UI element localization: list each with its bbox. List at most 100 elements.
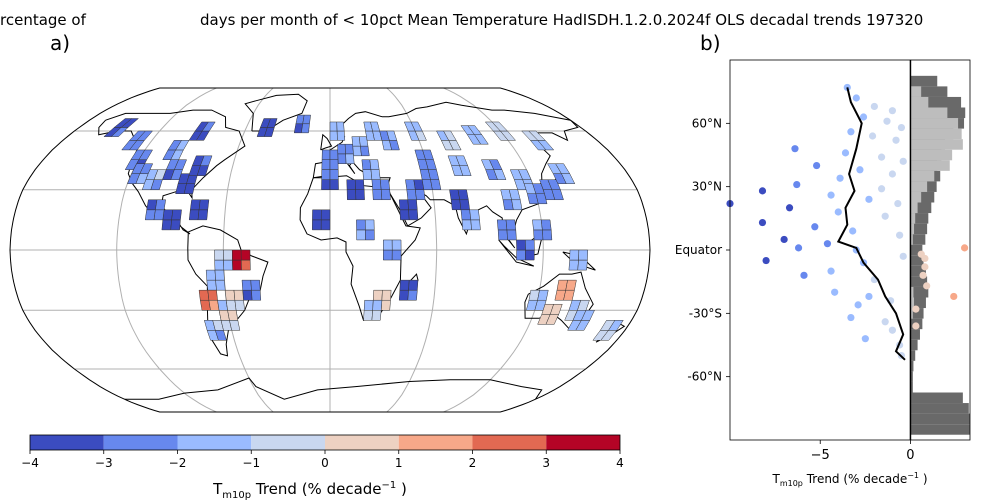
latitude-histogram-bar <box>910 392 963 404</box>
scatter-point <box>950 292 958 301</box>
map-trend-cell <box>371 179 382 190</box>
scatter-point <box>919 271 927 279</box>
observation-histogram-bar <box>910 160 950 171</box>
scatter-point <box>813 161 821 170</box>
map-trend-cell <box>321 159 331 170</box>
latitude-histogram-bar <box>910 360 914 372</box>
colorbar-tick-label: −1 <box>242 456 260 470</box>
map-trend-cell <box>223 259 233 271</box>
scatter-point <box>899 252 907 260</box>
map-trend-cell <box>508 189 521 201</box>
observation-histogram-bar <box>910 128 962 140</box>
latitude-histogram-bar <box>910 424 970 435</box>
colorbar-tick-label: 1 <box>395 456 403 470</box>
map-trend-cell <box>443 130 457 141</box>
map-trend-cell <box>139 163 154 174</box>
map-trend-cell <box>470 219 481 231</box>
map-trend-cell <box>457 189 469 201</box>
map-trend-cell <box>214 269 225 281</box>
scatter-point <box>917 250 925 258</box>
scatter-point <box>758 218 767 227</box>
scatter-point <box>847 128 855 136</box>
map-trend-cell <box>214 249 224 261</box>
map-trend-cell <box>371 310 382 321</box>
scatter-point <box>762 256 770 265</box>
map-trend-cell <box>242 289 253 301</box>
map-trend-cell <box>200 155 213 166</box>
map-trend-cell <box>234 299 245 311</box>
map-trend-cell <box>408 209 419 221</box>
scatter-point <box>811 223 819 231</box>
latitude-histogram-bar <box>910 276 928 287</box>
scatter-point <box>861 335 869 343</box>
map-trend-cell <box>364 219 375 231</box>
colorbar-swatch <box>177 435 252 450</box>
map-trend-cell <box>380 299 391 311</box>
map-trend-cell <box>198 289 210 301</box>
map-trend-cell <box>206 279 217 291</box>
map-trend-cell <box>329 130 338 141</box>
map-trend-cell <box>577 259 588 271</box>
scatter-point <box>800 271 808 279</box>
map-trend-cell <box>329 149 339 160</box>
scatter-point <box>827 267 835 275</box>
scatter-point <box>912 322 920 330</box>
map-trend-cell <box>363 310 373 321</box>
map-trend-cell <box>225 299 237 311</box>
map-trend-cell <box>321 179 331 190</box>
map-trend-cell <box>406 189 417 201</box>
scatter-point <box>780 235 788 244</box>
map-trend-cell <box>361 159 372 170</box>
map-trend-cell <box>201 121 216 132</box>
map-trend-cell <box>240 259 251 271</box>
map-trend-cell <box>430 179 442 190</box>
scatter-point <box>868 132 877 140</box>
map-trend-cell <box>555 163 571 174</box>
scatter-point <box>859 113 868 121</box>
scatter-point <box>960 244 969 252</box>
colorbar-swatch <box>546 435 620 450</box>
figure-title-main: days per month of < 10pct Mean Temperatu… <box>200 11 923 29</box>
latitude-histogram-bar <box>910 297 926 309</box>
map-trend-cell <box>386 130 398 141</box>
map-trend-cell <box>372 299 383 311</box>
map-trend-cell <box>175 140 190 151</box>
colorbar: −4 −3 −2 −1 0 1 2 3 4 <box>21 434 624 470</box>
map-trend-cell <box>337 143 346 155</box>
observation-histogram-bar <box>910 149 953 161</box>
scatter-point <box>897 123 906 132</box>
scatter-point <box>836 174 844 182</box>
map-trend-cell <box>302 114 311 125</box>
map-trend-cell <box>312 209 322 221</box>
map-trend-cell <box>120 118 140 128</box>
map-trend-cell <box>461 219 472 231</box>
colorbar-tick-label: −2 <box>169 456 187 470</box>
scatter-point <box>888 326 897 334</box>
map-trend-cell <box>580 310 595 321</box>
latitude-histogram-bar <box>910 255 924 266</box>
map-trend-cell <box>381 289 392 301</box>
map-trend-cell <box>346 179 356 190</box>
scatter-x-tick-label: 0 <box>906 448 914 463</box>
scatter-point <box>870 102 878 111</box>
scatter-point <box>894 199 902 208</box>
map-trend-cell <box>356 229 366 241</box>
map-trend-cell <box>363 299 374 311</box>
map-trend-cell <box>496 219 508 231</box>
observation-histogram-bar <box>910 213 916 224</box>
map-trend-cell <box>410 121 423 132</box>
map-trend-cell <box>312 219 322 231</box>
scatter-point <box>892 136 900 144</box>
scatter-point <box>912 305 920 313</box>
colorbar-label: Tm10p Trend (% decade−1 ) <box>212 480 407 500</box>
panel-a-label: a) <box>50 31 70 55</box>
latitude-histogram-bar <box>910 202 932 214</box>
map-trend-cell <box>455 155 469 166</box>
map-trend-cell <box>336 130 346 141</box>
map-trend-cell <box>516 239 526 251</box>
map-trend-cell <box>491 121 509 132</box>
map-trend-cell <box>190 199 201 211</box>
map-trend-cell <box>568 259 579 271</box>
observation-histogram-bar <box>910 86 922 97</box>
